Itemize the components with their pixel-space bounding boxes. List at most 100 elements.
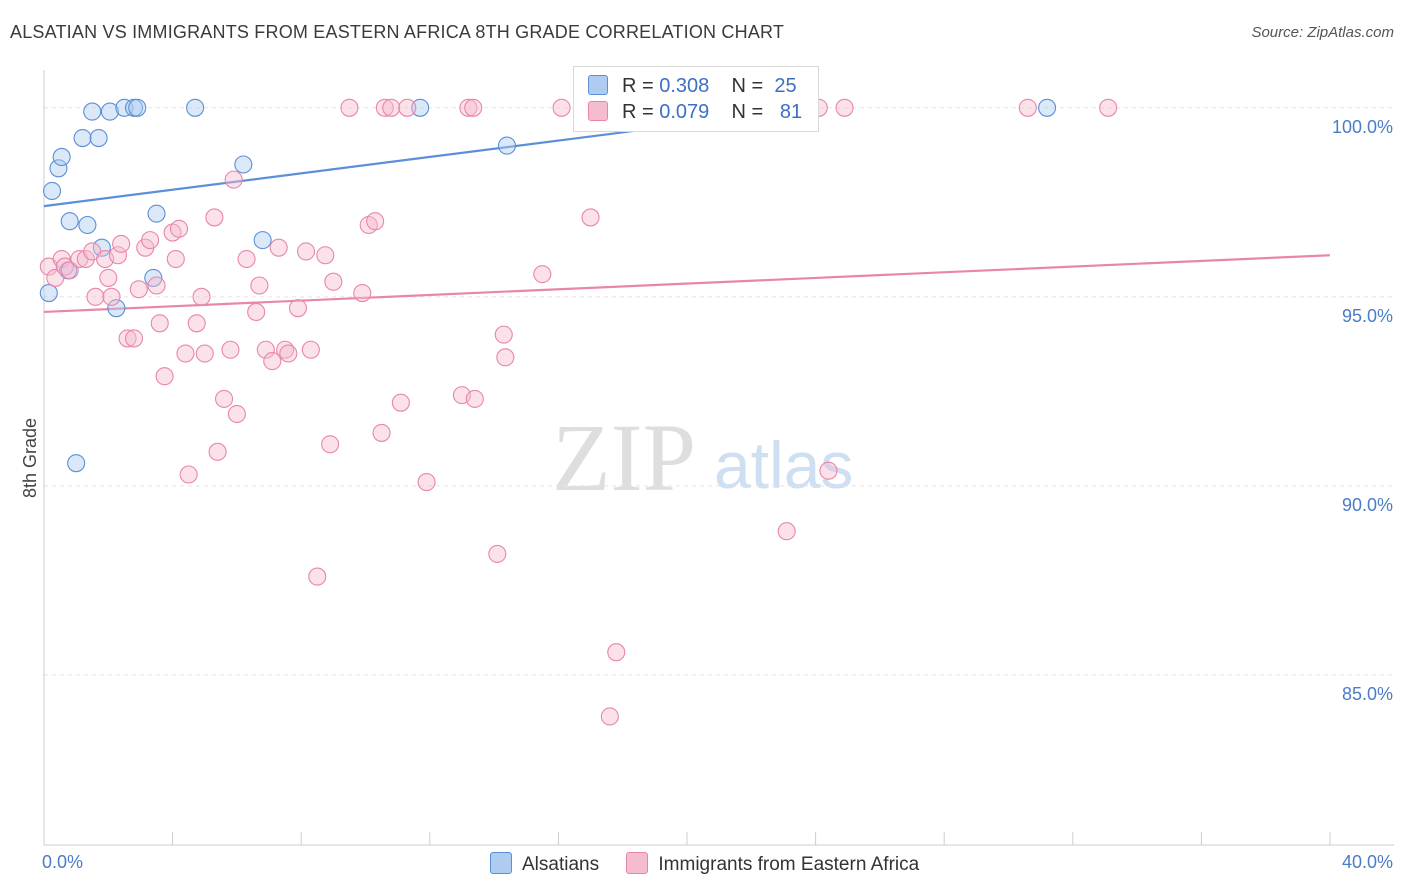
point-immigrants [129, 280, 148, 299]
point-alsatians [186, 98, 205, 117]
point-immigrants [237, 249, 256, 269]
data-points [39, 98, 1118, 726]
point-immigrants [250, 276, 269, 295]
legend-swatch-immigrants [626, 852, 649, 874]
point-immigrants [340, 98, 359, 117]
point-immigrants [141, 231, 160, 250]
stats-legend: R = 0.308 N = 25 R = 0.079 N = 81 [573, 66, 819, 132]
point-immigrants [118, 329, 137, 348]
point-alsatians [83, 102, 102, 121]
y-tick-label: 85.0% [1342, 684, 1393, 704]
legend-label-alsatians: Alsatians [522, 854, 600, 875]
point-immigrants [835, 98, 854, 117]
chart-title: ALSATIAN VS IMMIGRANTS FROM EASTERN AFRI… [10, 22, 785, 42]
point-alsatians [52, 147, 71, 167]
point-immigrants [296, 242, 316, 261]
point-immigrants [398, 98, 417, 117]
point-immigrants [288, 299, 308, 318]
point-immigrants [279, 344, 298, 363]
point-alsatians [49, 159, 68, 178]
point-immigrants [819, 461, 838, 480]
legend-row-alsatians: R = 0.308 N = 25 [588, 75, 797, 101]
point-immigrants [169, 219, 189, 238]
point-alsatians [92, 238, 111, 257]
watermark: ZIP atlas [552, 404, 853, 511]
axes [43, 70, 1394, 846]
point-immigrants [102, 287, 121, 306]
point-immigrants [1018, 98, 1037, 117]
gridlines [44, 107, 1394, 676]
point-immigrants [166, 249, 185, 269]
y-axis-label: 8th Grade [20, 418, 40, 498]
legend-r-label: R = [622, 101, 654, 123]
point-immigrants [192, 287, 211, 306]
point-immigrants [108, 246, 127, 265]
point-immigrants [269, 238, 288, 257]
legend-r-label: R = [622, 75, 654, 97]
legend-n-label: N = [731, 101, 764, 123]
legend-swatch-alsatians [490, 852, 512, 874]
x-tick-label-max: 40.0% [1342, 852, 1393, 872]
source-label: Source: ZipAtlas.com [1251, 24, 1394, 41]
point-immigrants [150, 314, 169, 333]
point-alsatians [147, 204, 166, 223]
point-immigrants [607, 643, 626, 662]
point-immigrants [324, 272, 343, 291]
legend-r-value: 0.308 [659, 75, 710, 97]
point-immigrants [221, 340, 240, 359]
point-immigrants [600, 707, 619, 726]
legend-n-value: 81 [779, 101, 803, 123]
legend-item-immigrants[interactable]: Immigrants from Eastern Africa [626, 852, 919, 876]
point-alsatians [67, 454, 86, 473]
point-immigrants [488, 544, 507, 563]
point-immigrants [301, 340, 320, 359]
legend-item-alsatians[interactable]: Alsatians [490, 852, 599, 876]
point-immigrants [227, 404, 246, 424]
point-immigrants [263, 352, 282, 371]
trend-line-immigrants [43, 254, 1331, 314]
legend-n-value: 25 [774, 75, 797, 97]
point-immigrants [99, 268, 118, 287]
point-immigrants [224, 170, 243, 189]
point-immigrants [372, 423, 391, 442]
point-immigrants [208, 442, 227, 461]
point-immigrants [256, 340, 275, 359]
point-immigrants [195, 344, 214, 363]
point-immigrants [391, 393, 410, 412]
trend-lines [43, 106, 1331, 314]
y-tick-label: 90.0% [1342, 495, 1393, 515]
point-alsatians [497, 136, 517, 155]
point-immigrants [205, 208, 224, 227]
point-immigrants [147, 276, 166, 295]
x-tick-label-min: 0.0% [42, 852, 83, 872]
series-legend: Alsatians Immigrants from Eastern Africa [490, 852, 941, 876]
point-immigrants [321, 435, 340, 454]
point-immigrants [353, 283, 372, 303]
point-alsatians [39, 283, 58, 303]
point-alsatians [107, 299, 126, 318]
point-immigrants [76, 249, 95, 269]
point-immigrants [496, 348, 515, 367]
point-alsatians [100, 102, 119, 121]
point-immigrants [112, 234, 131, 253]
point-immigrants [366, 212, 385, 231]
point-immigrants [1099, 98, 1118, 117]
point-immigrants [187, 314, 206, 333]
point-alsatians [253, 231, 272, 250]
point-alsatians [73, 128, 92, 148]
legend-n-label: N = [731, 75, 764, 97]
point-immigrants [417, 473, 436, 492]
legend-r-value: 0.079 [659, 101, 710, 123]
point-alsatians [128, 98, 147, 117]
point-immigrants [382, 98, 401, 117]
y-tick-label: 95.0% [1342, 306, 1393, 326]
legend-swatch-immigrants [588, 101, 608, 121]
point-alsatians [411, 98, 430, 117]
point-alsatians [42, 181, 62, 201]
point-immigrants [155, 367, 174, 386]
point-immigrants [247, 302, 266, 322]
point-immigrants [316, 246, 335, 265]
point-immigrants [581, 208, 600, 227]
point-alsatians [234, 155, 253, 174]
